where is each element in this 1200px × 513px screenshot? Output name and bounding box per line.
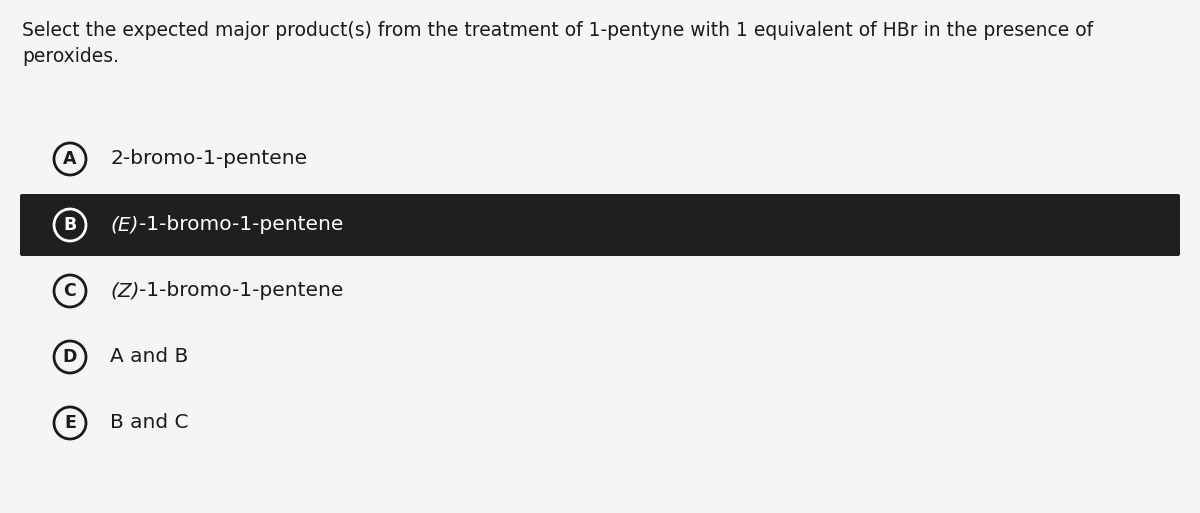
Text: (E): (E) [110, 215, 138, 234]
FancyBboxPatch shape [20, 260, 1180, 322]
Text: 2-bromo-1-pentene: 2-bromo-1-pentene [110, 149, 307, 168]
FancyBboxPatch shape [20, 194, 1180, 256]
Text: E: E [64, 414, 76, 432]
Text: peroxides.: peroxides. [22, 47, 119, 66]
Text: A and B: A and B [110, 347, 188, 366]
Text: Select the expected major product(s) from the treatment of 1-pentyne with 1 equi: Select the expected major product(s) fro… [22, 21, 1093, 40]
Text: B and C: B and C [110, 413, 188, 432]
Text: (Z): (Z) [110, 282, 139, 301]
Text: A: A [64, 150, 77, 168]
Text: -1-bromo-1-pentene: -1-bromo-1-pentene [139, 282, 344, 301]
Text: D: D [62, 348, 77, 366]
FancyBboxPatch shape [20, 326, 1180, 388]
Text: B: B [64, 216, 77, 234]
Text: -1-bromo-1-pentene: -1-bromo-1-pentene [138, 215, 343, 234]
FancyBboxPatch shape [20, 128, 1180, 190]
FancyBboxPatch shape [20, 392, 1180, 454]
Text: C: C [64, 282, 77, 300]
